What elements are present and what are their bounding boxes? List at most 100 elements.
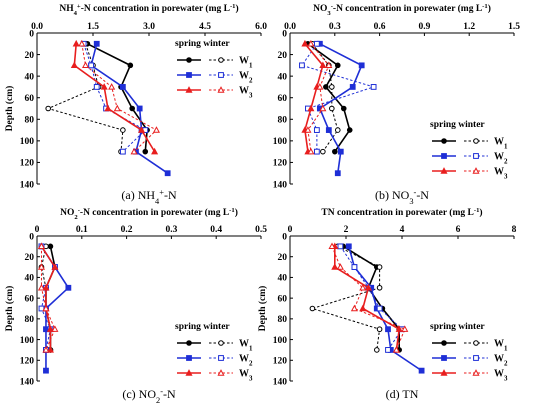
legend-label-main: W [494, 369, 504, 380]
legend-label: W3 [494, 369, 508, 383]
legend-label-main: W [494, 354, 504, 365]
data-point [320, 148, 326, 155]
data-point [345, 243, 352, 250]
data-point [309, 305, 316, 312]
data-point [370, 84, 377, 90]
y-tick-label: 80 [25, 116, 35, 126]
series-W3-winter [328, 242, 409, 353]
data-point [340, 105, 347, 112]
legend-marker-winter [218, 57, 224, 63]
panel-c: NO2--N concentration in porewater (mg L-… [4, 207, 267, 405]
series-W3-winter [304, 39, 333, 155]
y-tick-label: 20 [25, 253, 35, 263]
title-part: 2 [74, 214, 78, 221]
data-point [72, 39, 80, 47]
legend-marker-spring [186, 57, 192, 63]
data-point [93, 84, 100, 90]
data-point [376, 305, 383, 312]
data-point [418, 367, 425, 374]
legend-label-sub: 2 [249, 360, 253, 368]
legend-label: W1 [239, 56, 253, 70]
legend-marker-winter [218, 72, 224, 78]
data-point [301, 39, 309, 47]
legend-marker-spring [185, 369, 193, 376]
legend-marker-spring [441, 138, 447, 144]
x-tick-label: 4 [400, 225, 405, 235]
title-part: -1 [474, 207, 480, 214]
legend-entry-W2: W2 [177, 71, 253, 85]
series-line [83, 43, 147, 153]
series-W1-spring [305, 40, 353, 155]
series-W3-spring [331, 242, 403, 353]
series-line [307, 43, 330, 152]
title-part: -1 [229, 207, 235, 214]
y-tick-label: 140 [273, 377, 288, 387]
title-part: 3 [327, 10, 331, 17]
data-point [78, 39, 86, 47]
data-point [113, 104, 121, 112]
y-tick-label: 40 [25, 274, 35, 284]
data-point [136, 105, 143, 112]
title-part: ) [235, 207, 238, 218]
data-point [359, 283, 367, 291]
y-tick-label: 120 [273, 159, 288, 169]
caption-b: (b) NO3--N [375, 188, 429, 206]
series-W3-spring [301, 39, 327, 155]
y-tick-label: 140 [20, 377, 35, 387]
y-tick-label: 20 [278, 51, 288, 61]
legend-label: W2 [239, 71, 253, 85]
legend-label: W1 [494, 137, 508, 151]
legend-label-sub: 1 [504, 345, 508, 353]
legend-marker-winter [473, 355, 479, 361]
title-part: - [78, 207, 80, 214]
data-point [307, 147, 315, 155]
series-W2-winter [299, 40, 377, 155]
data-point [350, 304, 358, 312]
legend-label-sub: 1 [249, 62, 253, 70]
data-point [152, 126, 161, 133]
y-axis-label: Depth (cm) [4, 286, 15, 332]
y-tick-label: 60 [278, 294, 288, 304]
title-part: NH [59, 4, 74, 14]
series-W1-winter [309, 243, 383, 353]
data-point [42, 304, 50, 312]
panel-b: NO3--N concentration in porewater (mg L-… [273, 3, 520, 206]
data-point [81, 61, 90, 69]
legend-label-sub: 2 [249, 77, 253, 85]
legend-entry-W1: W1 [432, 137, 508, 151]
legend-label-sub: 3 [249, 375, 253, 383]
legend-label-sub: 3 [249, 92, 253, 100]
data-point [37, 242, 46, 250]
data-point [65, 284, 72, 291]
legend-marker-winter [473, 138, 479, 144]
y-tick-label: 60 [278, 94, 288, 104]
legend-marker-winter [218, 340, 224, 346]
data-point [392, 346, 400, 353]
legend-header: spring winter [430, 120, 485, 130]
x-tick-label: 0.0 [31, 22, 43, 32]
legend-label: W2 [494, 354, 508, 368]
data-point [334, 62, 341, 69]
data-point [313, 127, 320, 133]
data-point [307, 39, 315, 47]
chart-title-b: NO3--N concentration in porewater (mg L-… [313, 3, 491, 17]
data-point [336, 263, 344, 270]
data-point [130, 147, 138, 155]
legend-marker-spring [441, 153, 447, 159]
x-tick-label: 0.3 [165, 225, 177, 235]
data-point [351, 264, 358, 270]
data-point [319, 104, 327, 112]
legend-entry-W1: W1 [432, 339, 508, 353]
data-point [319, 61, 327, 69]
series-W2-spring [316, 40, 365, 177]
legend-marker-winter [218, 355, 224, 361]
data-point [142, 148, 149, 155]
legend-entry-W3: W3 [177, 369, 253, 383]
chart-title-d: TN concentration in porewater (mg L-1) [321, 207, 482, 219]
data-point [93, 40, 100, 47]
caption-part: -N [416, 188, 429, 202]
y-tick-label: 120 [20, 357, 35, 367]
caption-d: (d) TN [386, 387, 419, 401]
